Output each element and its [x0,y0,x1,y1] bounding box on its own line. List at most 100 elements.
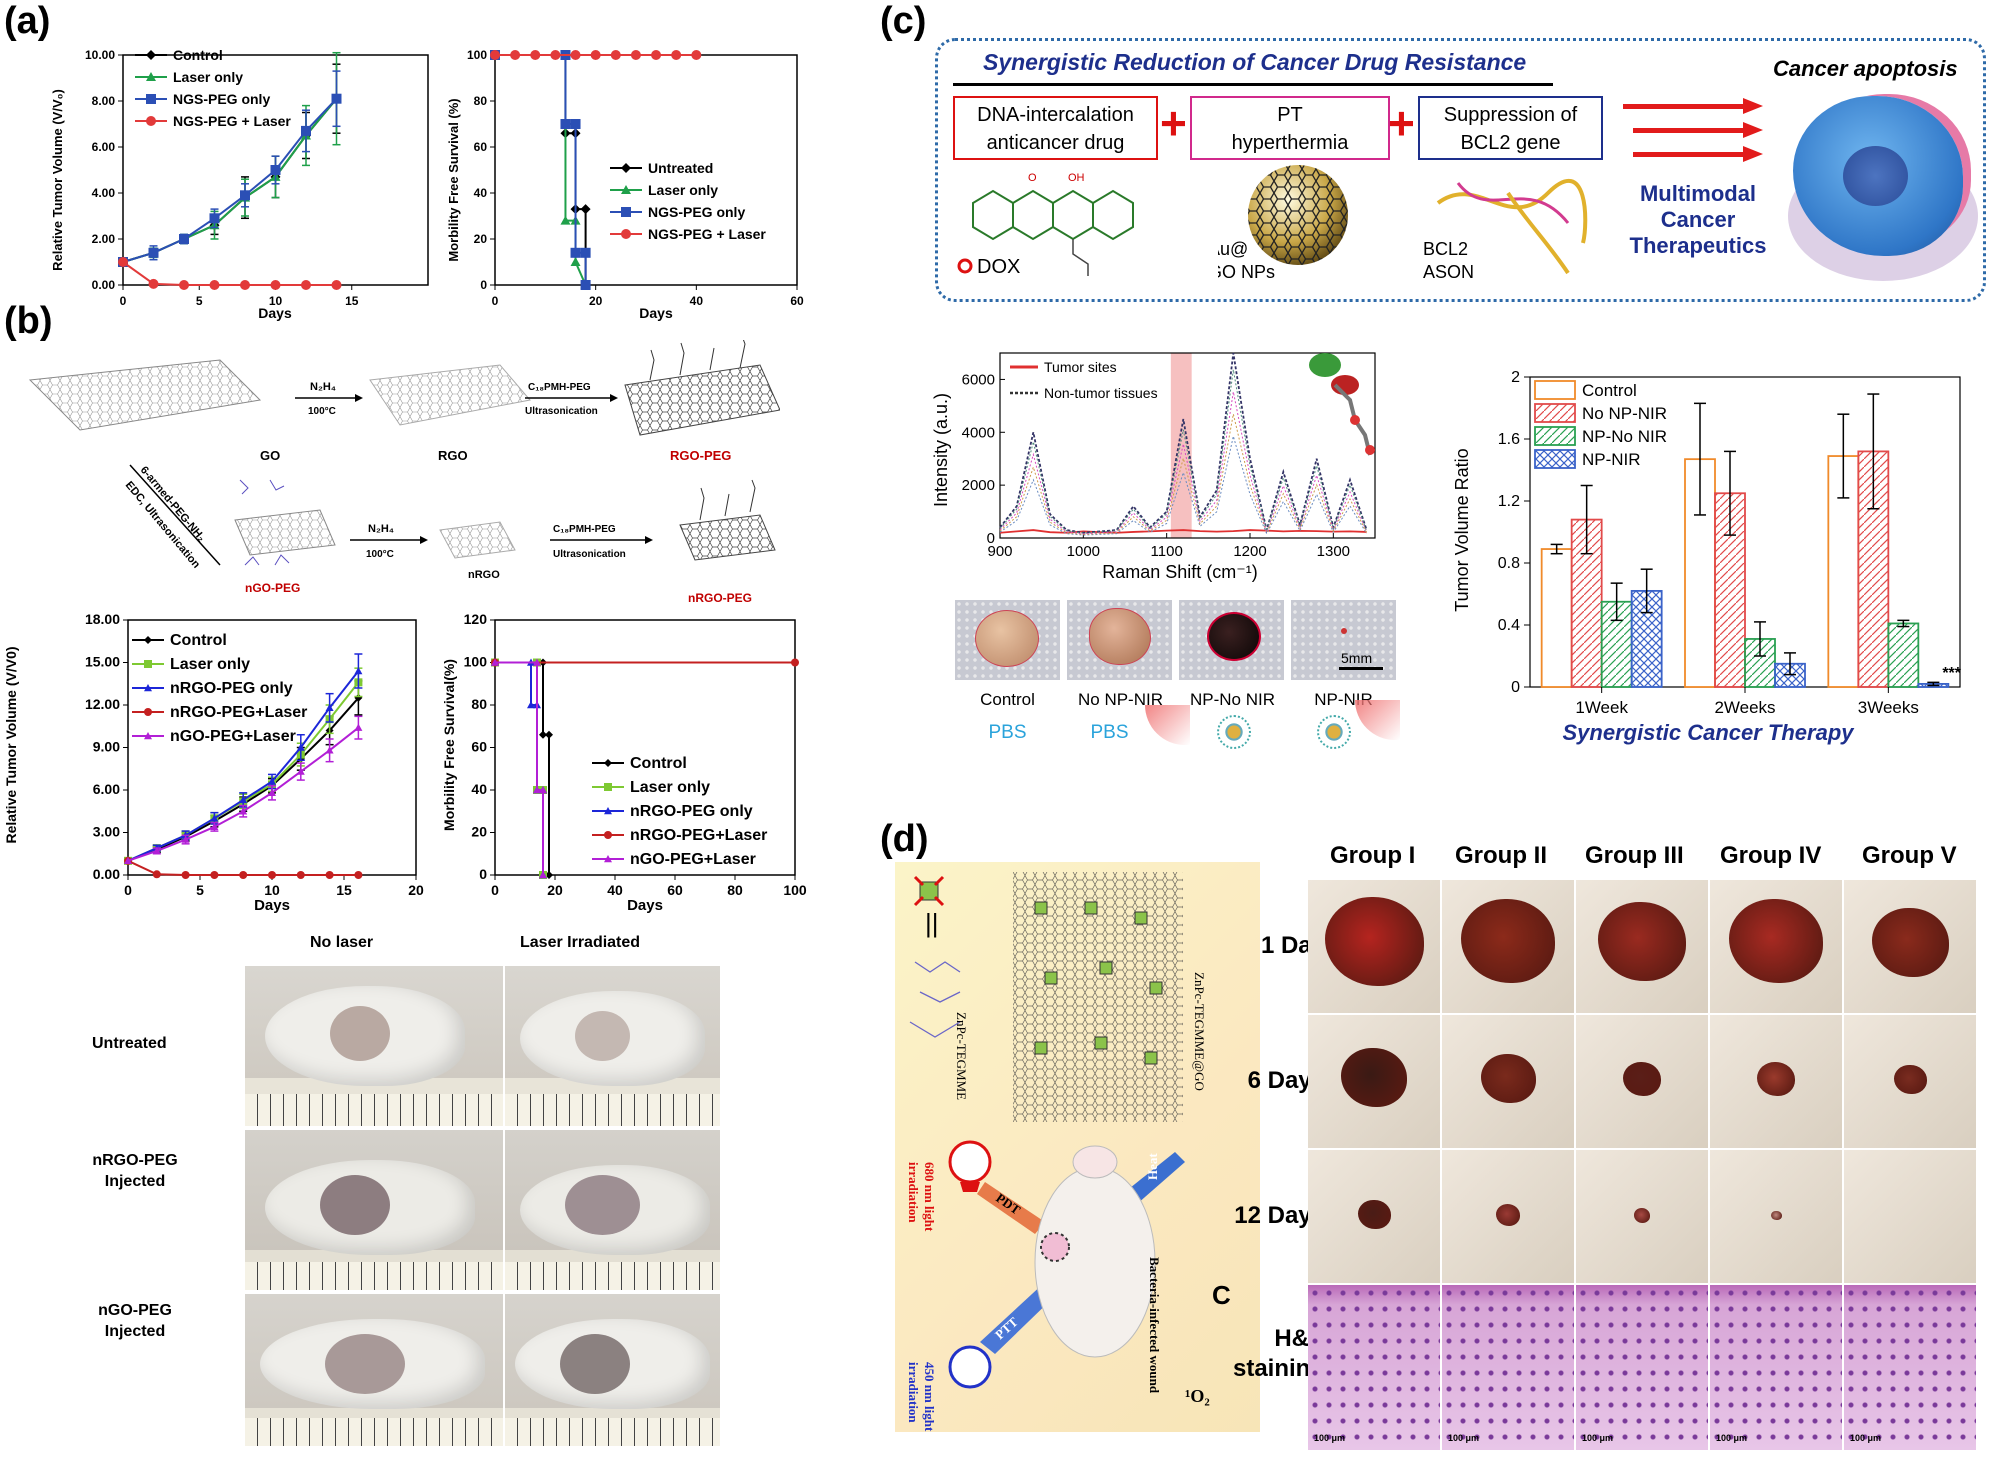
y-tick-label: 0 [479,866,487,882]
wound-photo [1308,1015,1440,1148]
y-tick-label: 2 [1511,369,1520,386]
legend-marker [144,684,152,692]
au-label-2: GO NPs [1218,262,1275,282]
legend-swatch [1534,403,1576,423]
legend-label: nRGO-PEG only [630,803,753,820]
data-point [210,814,219,822]
data-point [268,788,276,797]
wound-photo [1576,1015,1708,1148]
data-point [118,257,128,267]
data-point [210,822,219,831]
x-tick-label: 3Weeks [1858,698,1919,717]
x-tick-label: 5 [196,294,203,308]
chart-b1-xlabel: Days [254,897,290,914]
data-point [179,280,189,290]
legend-marker [604,759,612,767]
wound-photo [1442,1150,1574,1283]
legend-label: Non-tumor tissues [1044,385,1158,401]
mouse-photo-6 [505,1294,720,1446]
chart-a1-xlabel: Days [258,305,292,321]
legend-marker [604,831,612,839]
c-title: Synergistic Reduction of Cancer Drug Res… [983,49,1527,75]
he-stain-photo: 100 μm [1576,1285,1708,1450]
y-tick-label: 60 [471,739,487,755]
data-point [550,50,561,60]
legend-marker [144,660,152,668]
legend-label: Control [173,47,223,63]
x-tick-label: 1000 [1067,543,1100,560]
wound-photo [1710,880,1842,1013]
d-scheme-svg: || ZnPc-TEGMME ZnPc-TEGMME@GO 680 nm lig… [906,872,1210,1432]
data-point [630,50,641,60]
scale-bar-label: 100 μm [1582,1433,1614,1443]
data-point [240,190,250,201]
data-point [354,723,363,731]
legend-swatch [1534,449,1576,469]
row-ngo: nGO-PEG Injected [75,1300,195,1342]
data-point [533,658,541,666]
bars-xlabel: Synergistic Cancer Therapy [1562,720,1855,745]
y-tick-label: 2.00 [92,232,116,246]
he-line1: H&E [1274,1325,1325,1352]
data-point [533,786,541,794]
c-scheme-box: Synergistic Reduction of Cancer Drug Res… [935,38,1986,302]
chart-b2-xlabel: Days [627,897,663,914]
series-line [127,670,360,862]
series-line [122,98,338,263]
series-line [495,661,544,875]
y-tick-label: 10.00 [85,48,115,62]
y-tick-label: 0 [480,278,487,292]
data-point [181,871,190,879]
l450-b: irradiation [906,1362,921,1423]
raman-ylabel: Intensity (a.u.) [931,393,951,507]
data-point [239,795,248,804]
row-ngo-a: nGO-PEG [98,1302,172,1319]
wound-label: Bacteria-infected wound [1147,1257,1162,1394]
wound-photo [1576,880,1708,1013]
rgo-label: RGO [438,448,468,463]
x-tick-label: 0 [492,294,499,308]
chart-a2-xlabel: Days [639,305,673,321]
x-tick-label: 5 [196,882,204,898]
rgo-peg-label: RGO-PEG [670,448,731,463]
he-stain-photo: 100 μm [1710,1285,1842,1450]
bars-ylabel: Tumor Volume Ratio [1452,448,1472,611]
pbs-label-2: PBS [1090,722,1129,743]
bcl2-label-2: ASON [1423,262,1474,282]
x-tick-label: 15 [336,882,352,898]
legend-label: Laser only [648,182,718,198]
legend-label: Control [170,632,227,649]
zn2-label: ZnPc-TEGMME@GO [1192,972,1207,1091]
x-tick-label: 40 [690,294,704,308]
row-nrgo: nRGO-PEG Injected [75,1150,195,1192]
x-tick-label: 60 [667,882,683,898]
wound-spot [1622,1061,1662,1097]
data-point [570,247,581,258]
data-point [354,871,363,879]
apoptosis-label: Cancer apoptosis [1773,56,1958,81]
box-pt-line2: hyperthermia [1231,132,1349,154]
data-point [527,701,535,709]
data-point [296,767,305,775]
svg-text:OH: OH [1068,172,1085,184]
go-label: GO [260,448,280,463]
mm-line1: Multimodal [1639,181,1757,206]
data-point [148,278,159,289]
chart-b1-ylabel: Relative Tumor Volume (V/V0) [3,646,19,843]
temp-label-1: 100°C [308,406,336,417]
x-tick-label: 0 [124,882,132,898]
au-label-1: Au@ [1218,239,1248,259]
legend-label: Laser only [630,779,710,796]
ultra-label-1: Ultrasonication [525,406,598,417]
legend-label: Control [630,755,687,772]
mouse-photo-2 [505,966,720,1126]
ngo-peg-label: nGO-PEG [245,581,300,595]
legend-label: nGO-PEG+Laser [630,851,756,868]
l680-b: irradiation [906,1162,921,1223]
data-point [210,871,219,879]
n2h4-label-2: N₂H₄ [368,523,394,535]
tumor-photo-2 [1067,600,1172,680]
data-point [580,247,591,258]
data-point [539,730,547,739]
heat-label: Heat [1145,1153,1160,1180]
